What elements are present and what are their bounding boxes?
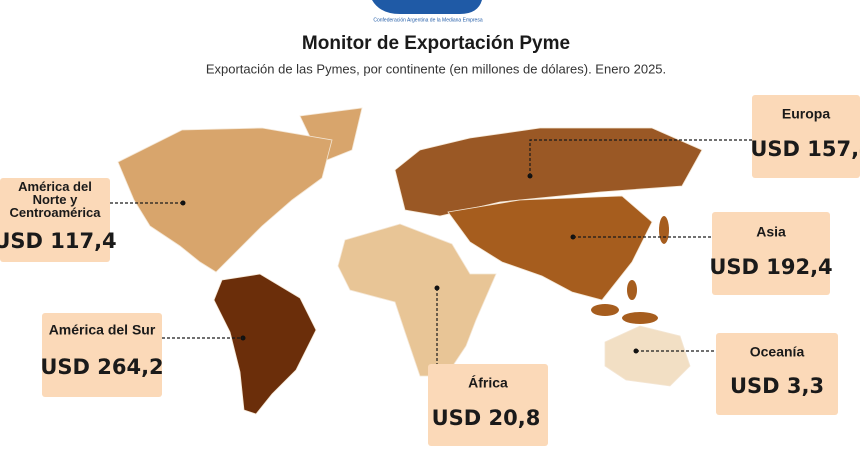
region-card: Europa USD 157,4 bbox=[750, 95, 860, 178]
region-value: USD 192,4 bbox=[709, 255, 832, 279]
south-america bbox=[213, 273, 317, 415]
region-card: América del Sur USD 264,2 bbox=[40, 313, 164, 397]
region-name: Oceanía bbox=[750, 344, 805, 360]
logo: Confederación Argentina de la Mediana Em… bbox=[372, 0, 483, 23]
europe-russia bbox=[394, 127, 703, 217]
region-card: África USD 20,8 bbox=[428, 364, 548, 446]
subtitle: Exportación de las Pymes, por continente… bbox=[206, 61, 666, 76]
region-name: África bbox=[468, 375, 508, 391]
region-name-wrap: América del Norte y Centroamérica bbox=[9, 180, 101, 220]
region-card: América del Norte y Centroamérica USD 11… bbox=[0, 178, 117, 262]
region-value: USD 264,2 bbox=[40, 355, 163, 379]
africa bbox=[337, 223, 497, 377]
region-name: América del Sur bbox=[49, 322, 156, 338]
leaders bbox=[110, 139, 752, 364]
region-value: USD 157,4 bbox=[750, 137, 860, 161]
region-value: USD 3,3 bbox=[730, 374, 824, 398]
island bbox=[627, 280, 637, 300]
leader-line bbox=[529, 139, 752, 176]
region-name: Asia bbox=[756, 224, 786, 240]
region-card: Oceanía USD 3,3 bbox=[716, 333, 838, 415]
north-america bbox=[117, 127, 333, 273]
island bbox=[659, 216, 669, 244]
region-name: Europa bbox=[782, 106, 830, 122]
title: Monitor de Exportación Pyme bbox=[302, 33, 570, 54]
australia bbox=[604, 325, 691, 387]
region-value: USD 117,4 bbox=[0, 229, 117, 253]
region-value: USD 20,8 bbox=[432, 406, 541, 430]
island bbox=[622, 312, 658, 324]
island bbox=[591, 304, 619, 316]
region-card: Asia USD 192,4 bbox=[709, 212, 833, 295]
region-name: América del Norte y Centroamérica bbox=[9, 180, 101, 220]
world-map bbox=[117, 107, 703, 415]
asia bbox=[447, 195, 653, 301]
org-name: Confederación Argentina de la Mediana Em… bbox=[373, 17, 482, 23]
